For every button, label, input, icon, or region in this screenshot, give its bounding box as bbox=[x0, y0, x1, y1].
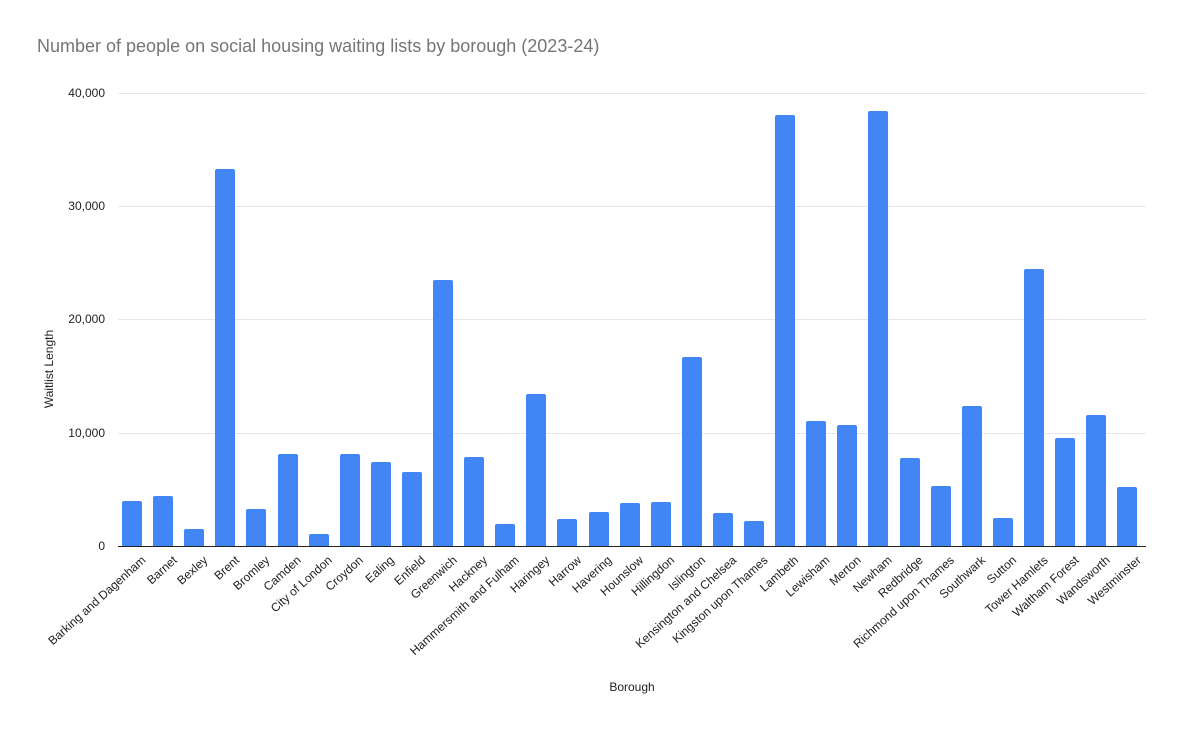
bar-haringey bbox=[526, 394, 547, 546]
x-tick-label-ealing: Ealing bbox=[363, 553, 398, 586]
bar-hounslow bbox=[619, 503, 640, 546]
bar-harrow bbox=[557, 519, 578, 546]
bar-ealing bbox=[370, 462, 391, 546]
y-tick-label: 30,000 bbox=[68, 199, 105, 213]
x-axis-title: Borough bbox=[609, 680, 655, 694]
bar-hackney bbox=[464, 457, 485, 546]
bar-camden bbox=[277, 454, 298, 546]
bar-southwark bbox=[961, 406, 982, 546]
bar-sutton bbox=[992, 518, 1013, 546]
bar-islington bbox=[681, 357, 702, 546]
bar-tower-hamlets bbox=[1023, 269, 1044, 546]
bar-wandsworth bbox=[1086, 415, 1107, 546]
bar-waltham-forest bbox=[1055, 438, 1075, 546]
bar-merton bbox=[837, 425, 858, 546]
bar-havering bbox=[588, 512, 609, 546]
gridline-30000 bbox=[118, 206, 1146, 207]
bar-greenwich bbox=[433, 280, 453, 546]
bar-barnet bbox=[153, 496, 174, 546]
bar-bexley bbox=[184, 529, 205, 546]
bar-hillingdon bbox=[650, 502, 671, 546]
x-axis-line bbox=[118, 546, 1146, 547]
bar-croydon bbox=[339, 454, 360, 546]
bar-bromley bbox=[246, 509, 267, 546]
bar-kensington-and-chelsea bbox=[712, 513, 733, 546]
gridline-10000 bbox=[118, 433, 1146, 434]
bar-lambeth bbox=[775, 115, 796, 546]
gridline-40000 bbox=[118, 93, 1146, 94]
bar-barking-and-dagenham bbox=[122, 501, 142, 546]
y-tick-label: 40,000 bbox=[68, 86, 105, 100]
bar-newham bbox=[868, 111, 889, 546]
x-tick-label-barnet: Barnet bbox=[143, 553, 180, 588]
x-tick-label-bexley: Bexley bbox=[174, 553, 211, 588]
bar-lewisham bbox=[806, 421, 827, 546]
y-tick-label: 10,000 bbox=[68, 426, 105, 440]
bar-enfield bbox=[401, 472, 422, 546]
x-tick-label-barking-and-dagenham: Barking and Dagenham bbox=[45, 553, 149, 648]
y-tick-label: 20,000 bbox=[68, 312, 105, 326]
bar-redbridge bbox=[899, 458, 920, 546]
bar-richmond-upon-thames bbox=[930, 486, 951, 546]
bar-kingston-upon-thames bbox=[744, 521, 764, 546]
y-tick-label: 0 bbox=[98, 539, 105, 553]
y-axis-title: Waitlist Length bbox=[42, 329, 56, 409]
chart-title: Number of people on social housing waiti… bbox=[37, 36, 600, 56]
bar-westminster bbox=[1117, 487, 1138, 546]
bar-city-of-london bbox=[308, 534, 329, 546]
bar-hammersmith-and-fulham bbox=[495, 524, 516, 546]
bar-brent bbox=[215, 169, 236, 546]
gridline-20000 bbox=[118, 319, 1146, 320]
